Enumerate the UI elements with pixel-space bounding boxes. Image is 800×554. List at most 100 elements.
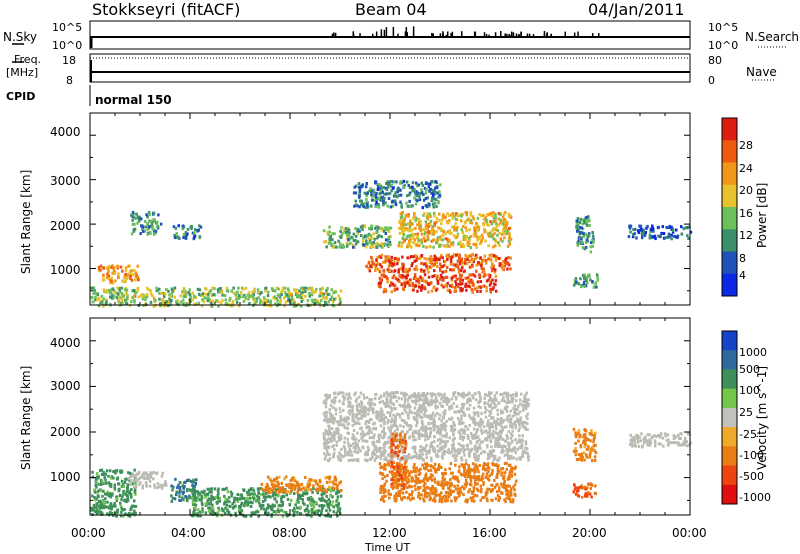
- power-cell: [410, 204, 413, 208]
- velocity-cell: [368, 398, 371, 401]
- velocity-cell: [435, 399, 439, 403]
- power-cell: [459, 282, 463, 286]
- velocity-cell: [419, 415, 423, 419]
- power-cell: [474, 257, 477, 261]
- velocity-cell: [499, 393, 502, 396]
- velocity-cell: [120, 470, 124, 474]
- power-cell: [288, 293, 291, 297]
- power-cell: [386, 243, 389, 247]
- velocity-cell: [511, 447, 515, 451]
- power-cell: [436, 191, 439, 195]
- power-cell: [490, 254, 493, 257]
- velocity-cell: [338, 451, 341, 455]
- power-cell: [454, 222, 457, 226]
- velocity-cell: [119, 514, 123, 518]
- velocity-cell: [171, 488, 174, 492]
- power-cell: [275, 286, 279, 290]
- velocity-cell: [149, 475, 153, 479]
- power-cell: [193, 295, 196, 299]
- power-cell: [452, 241, 455, 245]
- power-cell: [415, 265, 418, 268]
- velocity-cell: [193, 496, 197, 500]
- power-cell: [418, 285, 421, 289]
- velocity-cell: [375, 411, 378, 415]
- power-cell: [120, 291, 124, 295]
- power-cell: [396, 278, 399, 282]
- power-cell: [184, 236, 188, 240]
- velocity-cell: [267, 505, 270, 509]
- velocity-cell: [94, 490, 97, 494]
- velocity-cell: [178, 491, 181, 495]
- velocity-cell: [106, 490, 109, 494]
- power-cell: [124, 302, 128, 306]
- power-cell: [246, 293, 250, 297]
- velocity-cell: [488, 409, 491, 413]
- velocity-cell: [423, 405, 427, 409]
- velocity-cell: [122, 514, 125, 518]
- velocity-cell: [256, 487, 260, 491]
- velocity-cell: [411, 394, 414, 398]
- velocity-cell: [234, 504, 237, 508]
- power-cell: [460, 245, 463, 248]
- velocity-cell: [310, 499, 313, 503]
- power-cell: [406, 235, 409, 239]
- velocity-cell: [512, 422, 515, 426]
- velocity-cell: [104, 481, 108, 485]
- power-cell: [257, 296, 260, 300]
- velocity-cell: [239, 506, 242, 510]
- power-cell: [425, 263, 428, 267]
- power-cell: [237, 286, 240, 290]
- power-cell: [379, 281, 383, 285]
- velocity-cell: [348, 444, 351, 448]
- power-cell: [430, 257, 433, 261]
- power-cell: [483, 230, 486, 234]
- power-cell: [423, 262, 426, 266]
- power-cell: [244, 296, 247, 300]
- power-cell: [264, 287, 267, 291]
- power-cell: [194, 295, 198, 299]
- velocity-cell: [384, 456, 388, 460]
- power-cell: [488, 232, 491, 236]
- power-cell: [382, 269, 385, 272]
- velocity-cell: [418, 429, 421, 433]
- velocity-cell: [506, 392, 510, 396]
- power-cell: [449, 262, 453, 266]
- velocity-cell: [493, 455, 497, 459]
- velocity-cell: [340, 489, 343, 492]
- power-cell: [426, 257, 429, 261]
- velocity-cell: [354, 391, 357, 395]
- velocity-cell: [274, 488, 278, 492]
- power-cell: [375, 258, 378, 262]
- velocity-cell: [480, 429, 483, 433]
- velocity-cell: [348, 392, 351, 396]
- xtick-2000: 20:00: [572, 526, 607, 540]
- power-cell: [497, 223, 501, 227]
- velocity-cell: [103, 502, 106, 505]
- power-cell: [302, 288, 305, 292]
- velocity-cell: [443, 434, 446, 438]
- power-cell: [651, 235, 654, 239]
- power-cell: [213, 287, 216, 291]
- velocity-cell: [522, 450, 525, 454]
- nsky-strip-frame: [89, 20, 691, 50]
- power-cell: [149, 300, 153, 304]
- power-cell: [503, 236, 506, 240]
- velocity-cell: [494, 444, 497, 448]
- velocity-cell: [321, 484, 324, 488]
- velocity-cell: [492, 421, 496, 424]
- power-cell: [117, 297, 121, 301]
- power-cell: [468, 273, 472, 277]
- velocity-cell: [468, 423, 471, 427]
- velocity-cell: [265, 495, 268, 499]
- velocity-cell: [424, 431, 428, 435]
- velocity-cell: [461, 438, 465, 442]
- power-cell: [404, 282, 407, 285]
- x-axis-label: Time UT: [365, 541, 411, 554]
- velocity-cell: [511, 429, 514, 433]
- velocity-cell: [407, 416, 410, 420]
- velocity-cell: [99, 501, 103, 505]
- velocity-cell: [322, 441, 326, 445]
- velocity-cell: [352, 442, 355, 446]
- velocity-cell: [373, 421, 377, 425]
- velocity-cell: [330, 503, 334, 507]
